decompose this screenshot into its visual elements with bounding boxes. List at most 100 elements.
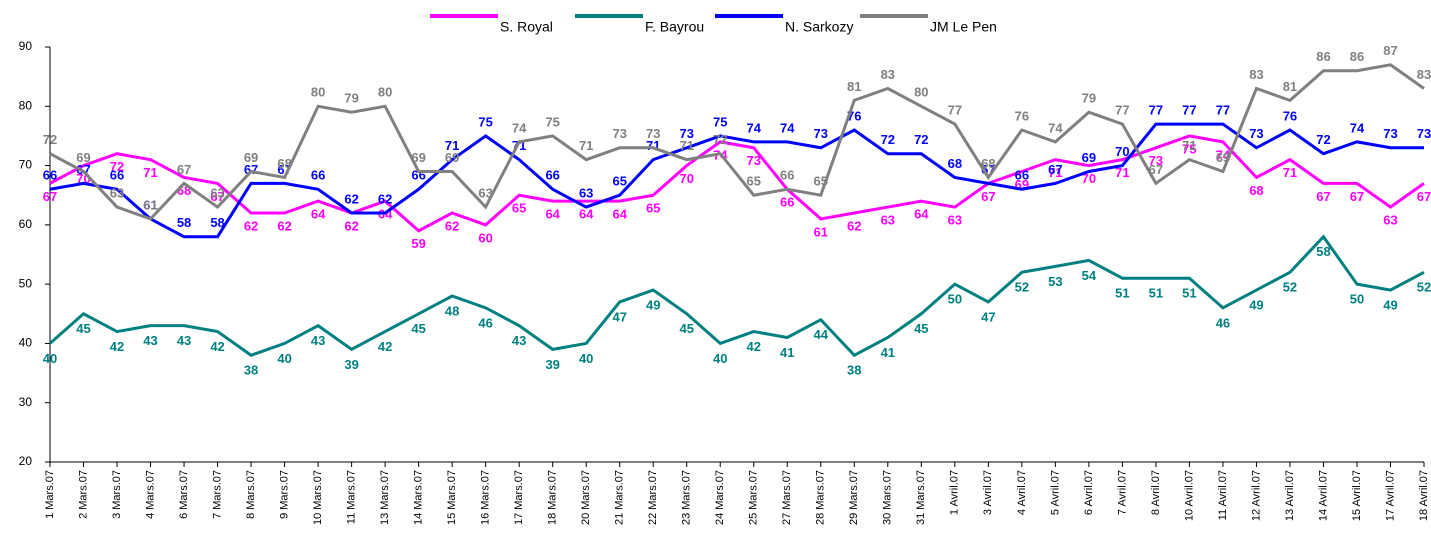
value-label: 50 xyxy=(1350,292,1364,307)
x-tick-label: 31 Mars.07 xyxy=(915,470,927,525)
x-tick-label: 17 Avril.07 xyxy=(1384,470,1396,521)
value-label: 75 xyxy=(1182,141,1196,156)
legend-label: F. Bayrou xyxy=(645,19,704,35)
value-label: 74 xyxy=(747,120,762,135)
value-label: 44 xyxy=(814,327,829,342)
value-label: 66 xyxy=(780,168,794,183)
value-label: 40 xyxy=(579,351,593,366)
value-label: 42 xyxy=(378,339,392,354)
value-label: 62 xyxy=(445,218,459,233)
value-label: 71 xyxy=(1182,138,1196,153)
x-tick-label: 15 Mars.07 xyxy=(446,470,458,525)
value-label: 79 xyxy=(344,91,358,106)
value-label: 43 xyxy=(512,333,526,348)
x-tick-label: 5 Avril.07 xyxy=(1049,470,1061,515)
value-label: 74 xyxy=(1350,120,1365,135)
value-label: 66 xyxy=(311,168,325,183)
value-label: 80 xyxy=(378,85,392,100)
value-label: 73 xyxy=(1383,126,1397,141)
value-label: 63 xyxy=(210,186,224,201)
value-label: 69 xyxy=(445,150,459,165)
value-label: 67 xyxy=(43,189,57,204)
y-tick-label: 50 xyxy=(19,276,33,290)
value-label: 69 xyxy=(76,150,90,165)
value-label: 68 xyxy=(981,156,995,171)
value-label: 48 xyxy=(445,303,459,318)
value-label: 63 xyxy=(478,186,492,201)
value-label: 65 xyxy=(512,201,526,216)
value-label: 63 xyxy=(1383,213,1397,228)
value-label: 73 xyxy=(747,153,761,168)
value-label: 64 xyxy=(545,207,560,222)
x-tick-label: 8 Mars.07 xyxy=(245,470,257,519)
value-label: 40 xyxy=(43,351,57,366)
y-tick-label: 90 xyxy=(19,39,33,53)
value-label: 74 xyxy=(780,120,795,135)
value-label: 72 xyxy=(1316,132,1330,147)
x-tick-label: 10 Avril.07 xyxy=(1183,470,1195,521)
value-label: 74 xyxy=(1048,120,1063,135)
value-label: 69 xyxy=(244,150,258,165)
value-label: 83 xyxy=(1417,67,1431,82)
x-tick-label: 2 Mars.07 xyxy=(77,470,89,519)
value-label: 87 xyxy=(1383,43,1397,58)
x-tick-label: 1 Avril.07 xyxy=(949,470,961,515)
value-label: 59 xyxy=(411,236,425,251)
value-label: 52 xyxy=(1015,280,1029,295)
value-label: 45 xyxy=(411,321,425,336)
value-label: 75 xyxy=(713,114,727,129)
x-tick-label: 17 Mars.07 xyxy=(513,470,525,525)
value-label: 49 xyxy=(1383,298,1397,313)
x-tick-label: 9 Mars.07 xyxy=(278,470,290,519)
x-tick-label: 29 Mars.07 xyxy=(848,470,860,525)
value-label: 64 xyxy=(612,207,627,222)
x-tick-label: 4 Avril.07 xyxy=(1016,470,1028,515)
value-label: 77 xyxy=(1115,103,1129,118)
value-label: 73 xyxy=(1149,153,1163,168)
value-label: 67 xyxy=(1417,189,1431,204)
value-label: 86 xyxy=(1350,49,1364,64)
value-label: 64 xyxy=(311,207,326,222)
x-tick-label: 15 Avril.07 xyxy=(1351,470,1363,521)
value-label: 61 xyxy=(143,197,157,212)
x-tick-label: 8 Avril.07 xyxy=(1150,470,1162,515)
value-label: 47 xyxy=(612,309,626,324)
y-tick-label: 80 xyxy=(19,98,33,112)
value-label: 43 xyxy=(177,333,191,348)
value-label: 42 xyxy=(747,339,761,354)
value-label: 46 xyxy=(478,315,492,330)
value-label: 72 xyxy=(110,159,124,174)
line xyxy=(49,134,1425,233)
y-tick-label: 30 xyxy=(19,395,33,409)
value-label: 71 xyxy=(1115,165,1129,180)
value-label: 72 xyxy=(914,132,928,147)
value-label: 43 xyxy=(311,333,325,348)
value-label: 52 xyxy=(1417,280,1431,295)
value-label: 63 xyxy=(881,213,895,228)
value-label: 45 xyxy=(914,321,928,336)
value-label: 70 xyxy=(1082,171,1096,186)
value-label: 66 xyxy=(1015,168,1029,183)
value-label: 74 xyxy=(512,120,527,135)
x-tick-label: 6 Mars.07 xyxy=(178,470,190,519)
y-tick-label: 40 xyxy=(19,336,33,350)
x-tick-label: 24 Mars.07 xyxy=(714,470,726,525)
x-tick-label: 6 Avril.07 xyxy=(1083,470,1095,515)
x-tick-label: 13 Mars.07 xyxy=(379,470,391,525)
x-tick-label: 11 Avril.07 xyxy=(1217,470,1229,520)
value-label: 72 xyxy=(713,132,727,147)
value-label: 76 xyxy=(1283,108,1297,123)
value-label: 75 xyxy=(478,114,492,129)
value-label: 42 xyxy=(210,339,224,354)
y-tick-label: 70 xyxy=(19,158,33,172)
value-label: 39 xyxy=(344,357,358,372)
value-label: 49 xyxy=(646,298,660,313)
value-label: 67 xyxy=(1149,162,1163,177)
x-tick-label: 18 Mars.07 xyxy=(547,470,559,525)
x-tick-label: 14 Mars.07 xyxy=(413,470,425,525)
value-label: 62 xyxy=(277,218,291,233)
value-label: 41 xyxy=(881,345,895,360)
value-label: 51 xyxy=(1149,286,1163,301)
value-label: 70 xyxy=(1115,144,1129,159)
